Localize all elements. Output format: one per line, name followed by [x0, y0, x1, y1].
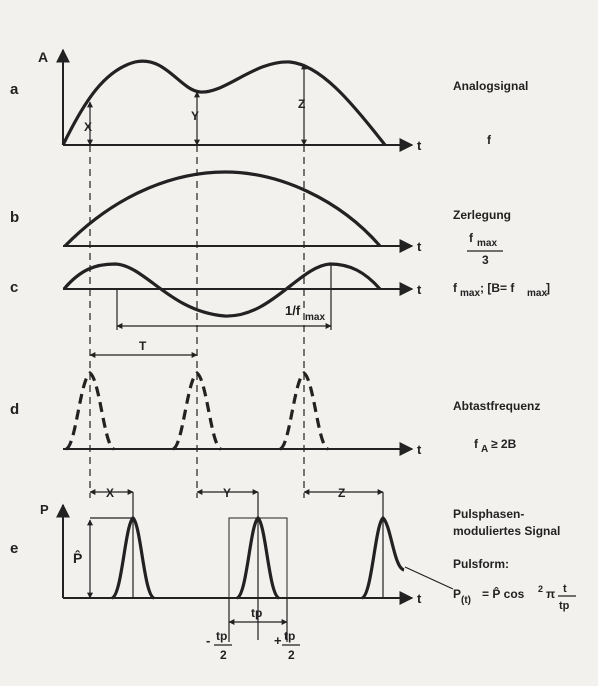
fa-sub: A — [481, 444, 488, 455]
formula-sup: 2 — [538, 584, 543, 594]
label-fmax-sub2: max — [527, 288, 547, 299]
plus-sign: + — [274, 633, 282, 648]
p-hat-label: P̂ — [73, 549, 82, 566]
label-abtastfrequenz: Abtastfrequenz — [453, 399, 540, 413]
row-a-y-label: A — [38, 49, 48, 65]
row-d-x-label: t — [417, 442, 422, 457]
shift-z-label: Z — [338, 486, 345, 500]
pulse-window-box — [228, 517, 288, 599]
formula-sub: (t) — [461, 595, 471, 606]
label-fmax-sub: max — [460, 288, 480, 299]
row-e-y-label: P — [40, 502, 49, 517]
pulsform-pointer — [404, 566, 454, 590]
row-e-letter: e — [10, 540, 18, 557]
ppm-pulse-1 — [110, 515, 156, 600]
fmax3-den: 3 — [482, 253, 489, 267]
formula-p: P — [453, 587, 461, 601]
marker-x: X — [84, 120, 92, 134]
minus-half-den: 2 — [220, 648, 227, 662]
fa-f: f — [474, 437, 479, 451]
fa-rest: ≥ 2B — [491, 437, 517, 451]
row-d-letter: d — [10, 401, 19, 418]
minus-sign: - — [206, 633, 210, 648]
tp-label: tp — [251, 606, 262, 620]
fmax3-sub: max — [477, 238, 497, 249]
fmax-curve — [62, 262, 382, 318]
shift-y-label: Y — [223, 486, 231, 500]
row-c-letter: c — [10, 279, 18, 296]
marker-y: Y — [191, 109, 199, 123]
row-b-letter: b — [10, 209, 19, 226]
zerlegung-curve — [63, 170, 382, 248]
shift-x-label: X — [106, 486, 114, 500]
label-f: f — [487, 133, 492, 147]
label-pulsform: Pulsform: — [453, 557, 509, 571]
ppm-pulse-3 — [360, 515, 405, 600]
plus-half-den: 2 — [288, 648, 295, 662]
row-e-x-label: t — [417, 591, 422, 606]
marker-z: Z — [298, 97, 305, 111]
label-pulsphasen: Pulsphasen- — [453, 507, 524, 521]
formula-pi: π — [546, 587, 555, 601]
period-label: 1/f — [285, 303, 301, 318]
label-analogsignal: Analogsignal — [453, 79, 528, 93]
label-zerlegung: Zerlegung — [453, 208, 511, 222]
label-fmax-rest: ; [B= f — [480, 281, 515, 295]
row-a-letter: a — [10, 81, 19, 98]
label-fmax-f: f — [453, 281, 458, 295]
plus-half-num: tp — [284, 629, 295, 643]
formula-num: t — [563, 583, 567, 595]
fmax3-num: f — [469, 231, 474, 245]
row-b-x-label: t — [417, 239, 422, 254]
row-c-x-label: t — [417, 282, 422, 297]
label-moduliertes: moduliertes Signal — [453, 524, 560, 538]
label-fmax-end: ] — [546, 281, 550, 295]
formula-den: tp — [559, 600, 570, 612]
T-label: T — [139, 339, 147, 353]
analog-signal-curve — [61, 59, 387, 146]
minus-half-num: tp — [216, 629, 227, 643]
period-sub: max — [305, 312, 325, 323]
formula-eq: = P̂ cos — [482, 586, 525, 601]
row-a-x-label: t — [417, 138, 422, 153]
